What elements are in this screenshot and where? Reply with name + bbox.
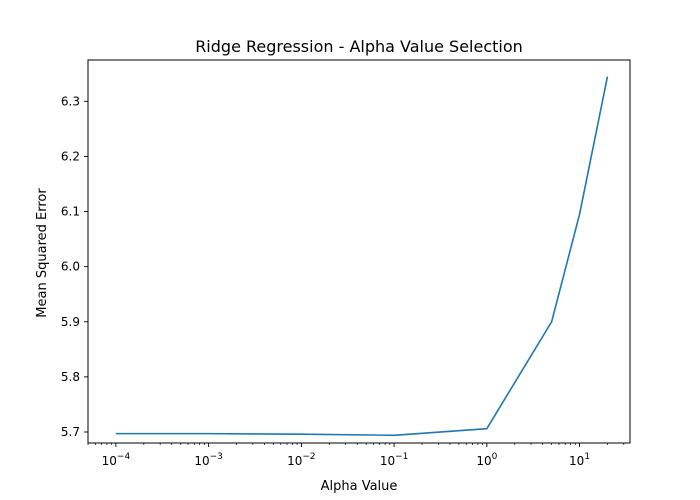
- chart-title: Ridge Regression - Alpha Value Selection: [195, 37, 523, 56]
- y-tick-label-3: 6.0: [61, 260, 80, 274]
- y-tick-label-2: 5.9: [61, 315, 80, 329]
- y-tick-label-4: 6.1: [61, 205, 80, 219]
- plot-area: 10−4 10−3 10−2 10−1 100 101 5.7 5.8 5.9 6.0 6.1 6.2…: [61, 59, 631, 468]
- y-tick-label-1: 5.8: [61, 370, 80, 384]
- y-tick-label-6: 6.3: [61, 94, 80, 108]
- plot-frame: [87, 59, 631, 444]
- x-tick-label-3: 10−1: [380, 452, 409, 468]
- x-tick-label-2: 10−2: [287, 452, 316, 468]
- x-tick-label-4: 100: [476, 452, 497, 468]
- y-axis-label: Mean Squared Error: [35, 188, 50, 318]
- x-axis-label: Alpha Value: [321, 479, 398, 494]
- y-tick-label-0: 5.7: [61, 425, 80, 439]
- x-tick-label-0: 10−4: [102, 452, 131, 468]
- x-tick-label-1: 10−3: [194, 452, 223, 468]
- y-tick-label-5: 6.2: [61, 149, 80, 163]
- x-tick-label-5: 101: [569, 452, 590, 468]
- series-line-0: [115, 76, 609, 437]
